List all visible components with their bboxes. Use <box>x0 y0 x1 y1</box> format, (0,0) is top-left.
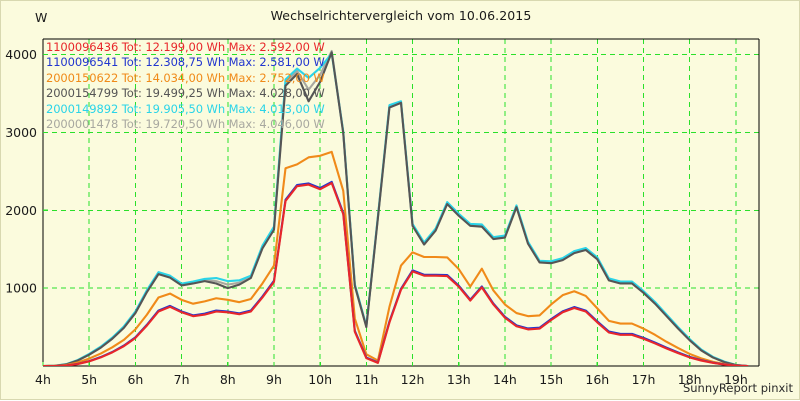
watermark-label: SunnyReport pinxit <box>682 381 793 395</box>
y-axis-unit-label: W <box>35 10 48 25</box>
svg-text:15h: 15h <box>539 372 563 387</box>
legend-item-2000149892: 2000149892 Tot: 19.905,50 Wh Max: 4.013,… <box>46 101 325 116</box>
svg-text:16h: 16h <box>585 372 609 387</box>
svg-text:2000: 2000 <box>5 203 37 218</box>
legend-item-2000150622: 2000150622 Tot: 14.034,00 Wh Max: 2.752,… <box>46 70 325 85</box>
svg-text:1000: 1000 <box>5 281 37 296</box>
svg-text:5h: 5h <box>81 372 97 387</box>
svg-text:4h: 4h <box>35 372 51 387</box>
svg-text:17h: 17h <box>632 372 656 387</box>
svg-text:10h: 10h <box>308 372 332 387</box>
svg-text:7h: 7h <box>174 372 190 387</box>
svg-text:4000: 4000 <box>5 47 37 62</box>
svg-text:6h: 6h <box>127 372 143 387</box>
gridlines <box>43 39 759 366</box>
legend-item-1100096541: 1100096541 Tot: 12.308,75 Wh Max: 2.581,… <box>46 55 325 70</box>
legend-item-2000001478: 2000001478 Tot: 19.720,50 Wh Max: 4.046,… <box>46 117 325 132</box>
svg-text:11h: 11h <box>354 372 378 387</box>
data-series-lines <box>43 49 749 366</box>
x-axis-ticks: 4h 5h 6h 7h 8h 9h 10h 11h 12h 13h 14h 15h 16h 17h 18h 1… <box>35 362 748 387</box>
svg-text:14h: 14h <box>493 372 517 387</box>
svg-text:19h: 19h <box>724 372 748 387</box>
svg-text:8h: 8h <box>220 372 236 387</box>
legend-item-2000154799: 2000154799 Tot: 19.499,25 Wh Max: 4.028,… <box>46 86 325 101</box>
legend: 1100096436 Tot: 12.199,00 Wh Max: 2.592,… <box>46 40 325 132</box>
svg-text:9h: 9h <box>266 372 282 387</box>
y-axis-ticks: 1000 2000 3000 4000 <box>5 47 48 296</box>
svg-text:13h: 13h <box>447 372 471 387</box>
svg-text:3000: 3000 <box>5 125 37 140</box>
legend-item-1100096436: 1100096436 Tot: 12.199,00 Wh Max: 2.592,… <box>46 40 325 54</box>
svg-text:12h: 12h <box>401 372 425 387</box>
plot-frame <box>42 38 760 367</box>
svg-text:18h: 18h <box>678 372 702 387</box>
chart-title: Wechselrichtervergleich vom 10.06.2015 <box>270 8 532 23</box>
